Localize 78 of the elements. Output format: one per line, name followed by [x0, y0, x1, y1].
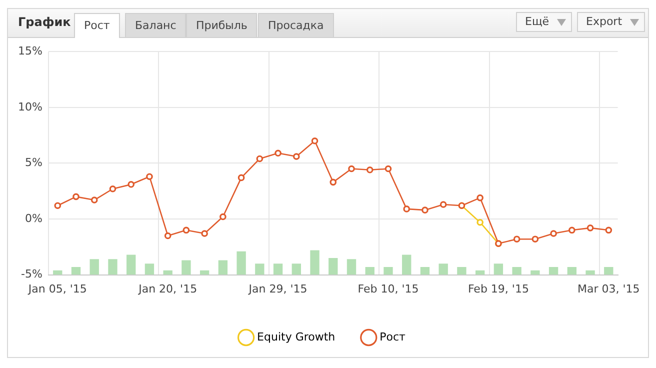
bar	[567, 266, 576, 275]
point	[238, 174, 245, 182]
point	[164, 232, 172, 240]
bar	[90, 259, 99, 275]
bar	[402, 254, 412, 275]
y-tick-label: 0%	[24, 212, 42, 225]
bar	[530, 270, 540, 275]
bar	[218, 260, 228, 275]
bar	[292, 264, 301, 275]
bar	[144, 264, 154, 275]
point	[550, 230, 557, 237]
point	[366, 166, 374, 174]
point	[311, 137, 318, 144]
point	[568, 226, 576, 234]
bar	[71, 266, 81, 275]
point	[146, 173, 153, 180]
bar	[182, 260, 191, 275]
x-tick-label: Mar 03, '15	[578, 282, 640, 296]
x-tick-label: Feb 19, '15	[468, 282, 529, 296]
bar	[604, 266, 614, 275]
point	[90, 196, 98, 204]
text: Рост	[74, 13, 120, 38]
bar	[346, 259, 356, 275]
chart-title: График	[18, 15, 71, 29]
bar	[365, 266, 374, 275]
point	[72, 193, 80, 200]
bar	[457, 266, 466, 275]
y-tick-label: 10%	[18, 100, 42, 114]
text: Просадка	[258, 13, 334, 37]
point	[605, 226, 612, 234]
bar	[255, 264, 264, 275]
point	[422, 206, 428, 214]
y-tick-label: 5%	[24, 156, 42, 170]
point	[256, 155, 264, 162]
bar	[310, 250, 320, 275]
x-tick-label: Jan 05, '15	[27, 282, 87, 296]
bar	[236, 251, 246, 275]
point	[128, 181, 134, 188]
bar	[548, 266, 558, 275]
point	[109, 185, 116, 192]
point	[348, 165, 355, 172]
legend-label: Рост	[380, 330, 406, 344]
point	[182, 226, 190, 234]
point	[532, 236, 539, 242]
point	[384, 165, 392, 172]
text: Export	[577, 12, 646, 32]
point	[586, 224, 594, 232]
text: Баланс	[125, 13, 186, 37]
x-tick-label: Feb 10, '15	[358, 282, 419, 296]
y-tick-label: 15%	[18, 44, 42, 58]
point	[513, 236, 520, 242]
point	[440, 201, 447, 208]
text: Ещё	[516, 12, 572, 32]
point	[330, 178, 337, 186]
text: Прибыль	[186, 13, 258, 37]
point	[403, 206, 410, 212]
bar	[438, 264, 448, 275]
point	[54, 202, 62, 210]
point	[293, 153, 300, 160]
bar	[512, 266, 522, 275]
bar	[586, 270, 595, 275]
point	[476, 218, 484, 226]
point	[220, 213, 226, 220]
x-tick-label: Jan 20, '15	[138, 282, 198, 296]
bar	[108, 259, 118, 275]
bar	[384, 266, 393, 275]
x-tick-label: Jan 29, '15	[248, 282, 308, 296]
bar	[328, 258, 338, 275]
point	[476, 194, 484, 202]
point	[201, 230, 208, 237]
point	[274, 150, 282, 157]
bar	[494, 264, 504, 275]
bar	[273, 264, 283, 275]
bar	[420, 266, 430, 275]
legend-label: Equity Growth	[257, 330, 336, 344]
bar	[126, 254, 136, 275]
bar	[163, 270, 172, 275]
y-tick-label: -5%	[21, 268, 42, 281]
